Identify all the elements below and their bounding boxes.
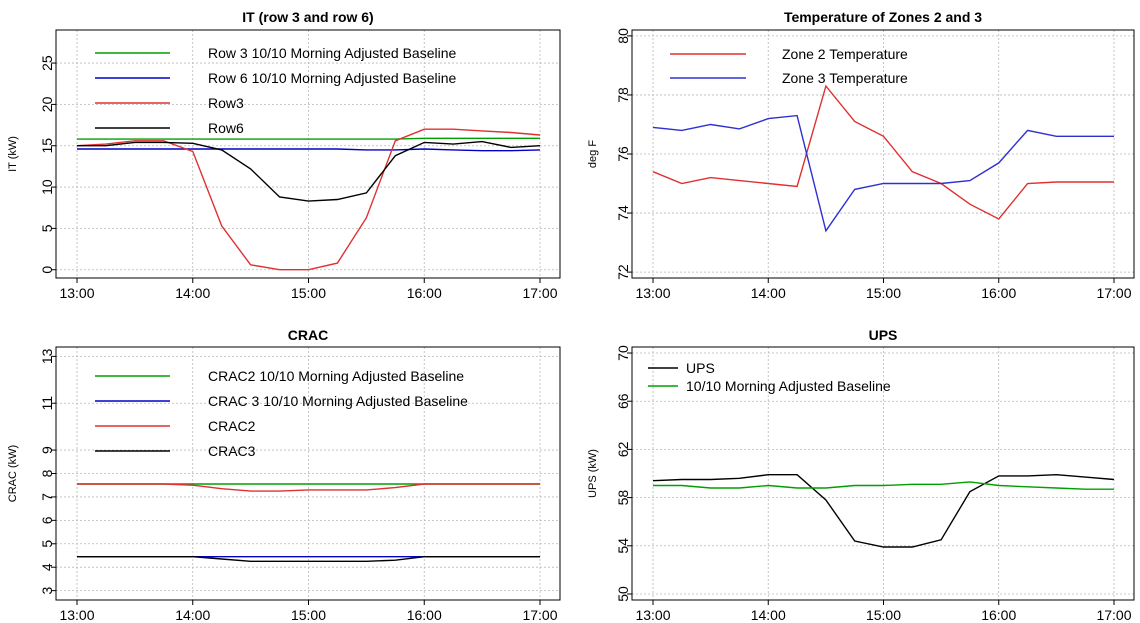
legend-label: Zone 3 Temperature [782,70,908,86]
legend-label: Row6 [208,120,244,136]
series-line-1 [652,84,1114,220]
y-tick-label: 50 [615,586,631,602]
chart-title: CRAC [288,327,328,343]
y-tick-label: 62 [615,441,631,457]
chart-panel-4: UPS UPS (kW) 50 54 58 62 66 70 13:00 14:00 15:00 16… [587,327,1135,623]
chart-title: UPS [869,327,898,343]
y-axis-label: UPS (kW) [587,449,599,498]
x-tick-label: 16:00 [407,285,442,301]
legend: Row 3 10/10 Morning Adjusted Baseline Row… [95,45,456,136]
y-tick-label: 10 [39,179,55,195]
y-tick-label: 70 [615,345,631,361]
x-tick-label: 14:00 [175,285,210,301]
series-line-1 [652,473,1115,548]
x-tick-label: 14:00 [175,607,210,623]
legend: CRAC2 10/10 Morning Adjusted Baseline CRA… [95,368,468,459]
series-line-2 [77,148,541,152]
y-tick-label: 0 [39,266,55,274]
y-tick-label: 72 [615,264,631,280]
x-tick-label: 15:00 [291,285,326,301]
y-axis-label: IT (kW) [7,136,19,172]
y-tick-label: 25 [39,55,55,71]
plot-frame [631,29,1135,279]
y-tick-label: 11 [39,396,55,411]
legend-label: CRAC 3 10/10 Morning Adjusted Baseline [208,393,468,409]
legend-label: CRAC3 [208,443,256,459]
y-tick-label: 5 [39,224,55,232]
y-tick-label: 15 [39,138,55,154]
y-tick-label: 4 [39,563,55,571]
x-tick-label: 14:00 [751,285,786,301]
x-tick-label: 15:00 [866,607,901,623]
x-tick-label: 16:00 [407,607,442,623]
y-tick-label: 80 [615,28,631,44]
series-line-2 [652,114,1114,233]
legend-label: Row3 [208,95,244,111]
series-line-3 [76,128,541,271]
x-tick-label: 16:00 [981,285,1016,301]
x-tick-label: 16:00 [981,607,1016,623]
series-line-4 [77,140,541,202]
plot-frame [55,29,561,279]
x-tick-label: 15:00 [866,285,901,301]
x-tick-label: 13:00 [59,285,94,301]
y-axis-label: deg F [587,140,599,168]
x-tick-label: 13:00 [635,607,670,623]
y-tick-label: 20 [39,96,55,112]
y-tick-label: 5 [39,540,55,548]
legend-label: 10/10 Morning Adjusted Baseline [686,378,891,394]
chart-title: IT (row 3 and row 6) [242,9,373,25]
y-tick-label: 58 [615,490,631,506]
y-tick-label: 78 [615,87,631,103]
legend-label: Row 3 10/10 Morning Adjusted Baseline [208,45,456,61]
legend-label: UPS [686,360,715,376]
legend-label: Row 6 10/10 Morning Adjusted Baseline [208,70,456,86]
legend: Zone 2 Temperature Zone 3 Temperature [670,46,908,86]
chart-panel-2: Temperature of Zones 2 and 3 deg F 72 74 76 7… [587,9,1135,301]
chart-panel-3: CRAC CRAC (kW) 3 4 5 6 7 8 9 11 13 13:00 14:00 15:00 1… [7,327,561,623]
x-tick-label: 13:00 [59,607,94,623]
y-tick-label: 76 [615,146,631,162]
y-tick-label: 8 [39,469,55,477]
legend-label: Zone 2 Temperature [782,46,908,62]
series-line-2 [653,481,1114,490]
x-tick-label: 17:00 [522,285,557,301]
y-tick-label: 7 [39,493,55,501]
x-tick-label: 17:00 [1096,285,1131,301]
x-tick-label: 13:00 [635,285,670,301]
y-tick-label: 13 [39,348,55,364]
y-tick-label: 66 [615,393,631,409]
y-axis-label: CRAC (kW) [7,445,19,502]
series-line-1 [77,137,540,140]
y-tick-label: 54 [615,538,631,554]
x-tick-label: 15:00 [291,607,326,623]
y-tick-label: 9 [39,446,55,454]
y-tick-label: 74 [615,205,631,221]
series-line-3 [77,483,540,492]
x-tick-label: 17:00 [522,607,557,623]
chart-panel-1: IT (row 3 and row 6) IT (kW) 0 5 10 15 20 25 13:… [7,9,561,301]
x-tick-label: 14:00 [751,607,786,623]
series-line-4 [77,556,540,562]
legend-label: CRAC2 [208,418,256,434]
y-tick-label: 6 [39,516,55,524]
y-tick-label: 3 [39,587,55,595]
legend-label: CRAC2 10/10 Morning Adjusted Baseline [208,368,464,384]
x-tick-label: 17:00 [1096,607,1131,623]
legend: UPS 10/10 Morning Adjusted Baseline [648,360,891,394]
chart-title: Temperature of Zones 2 and 3 [784,9,982,25]
